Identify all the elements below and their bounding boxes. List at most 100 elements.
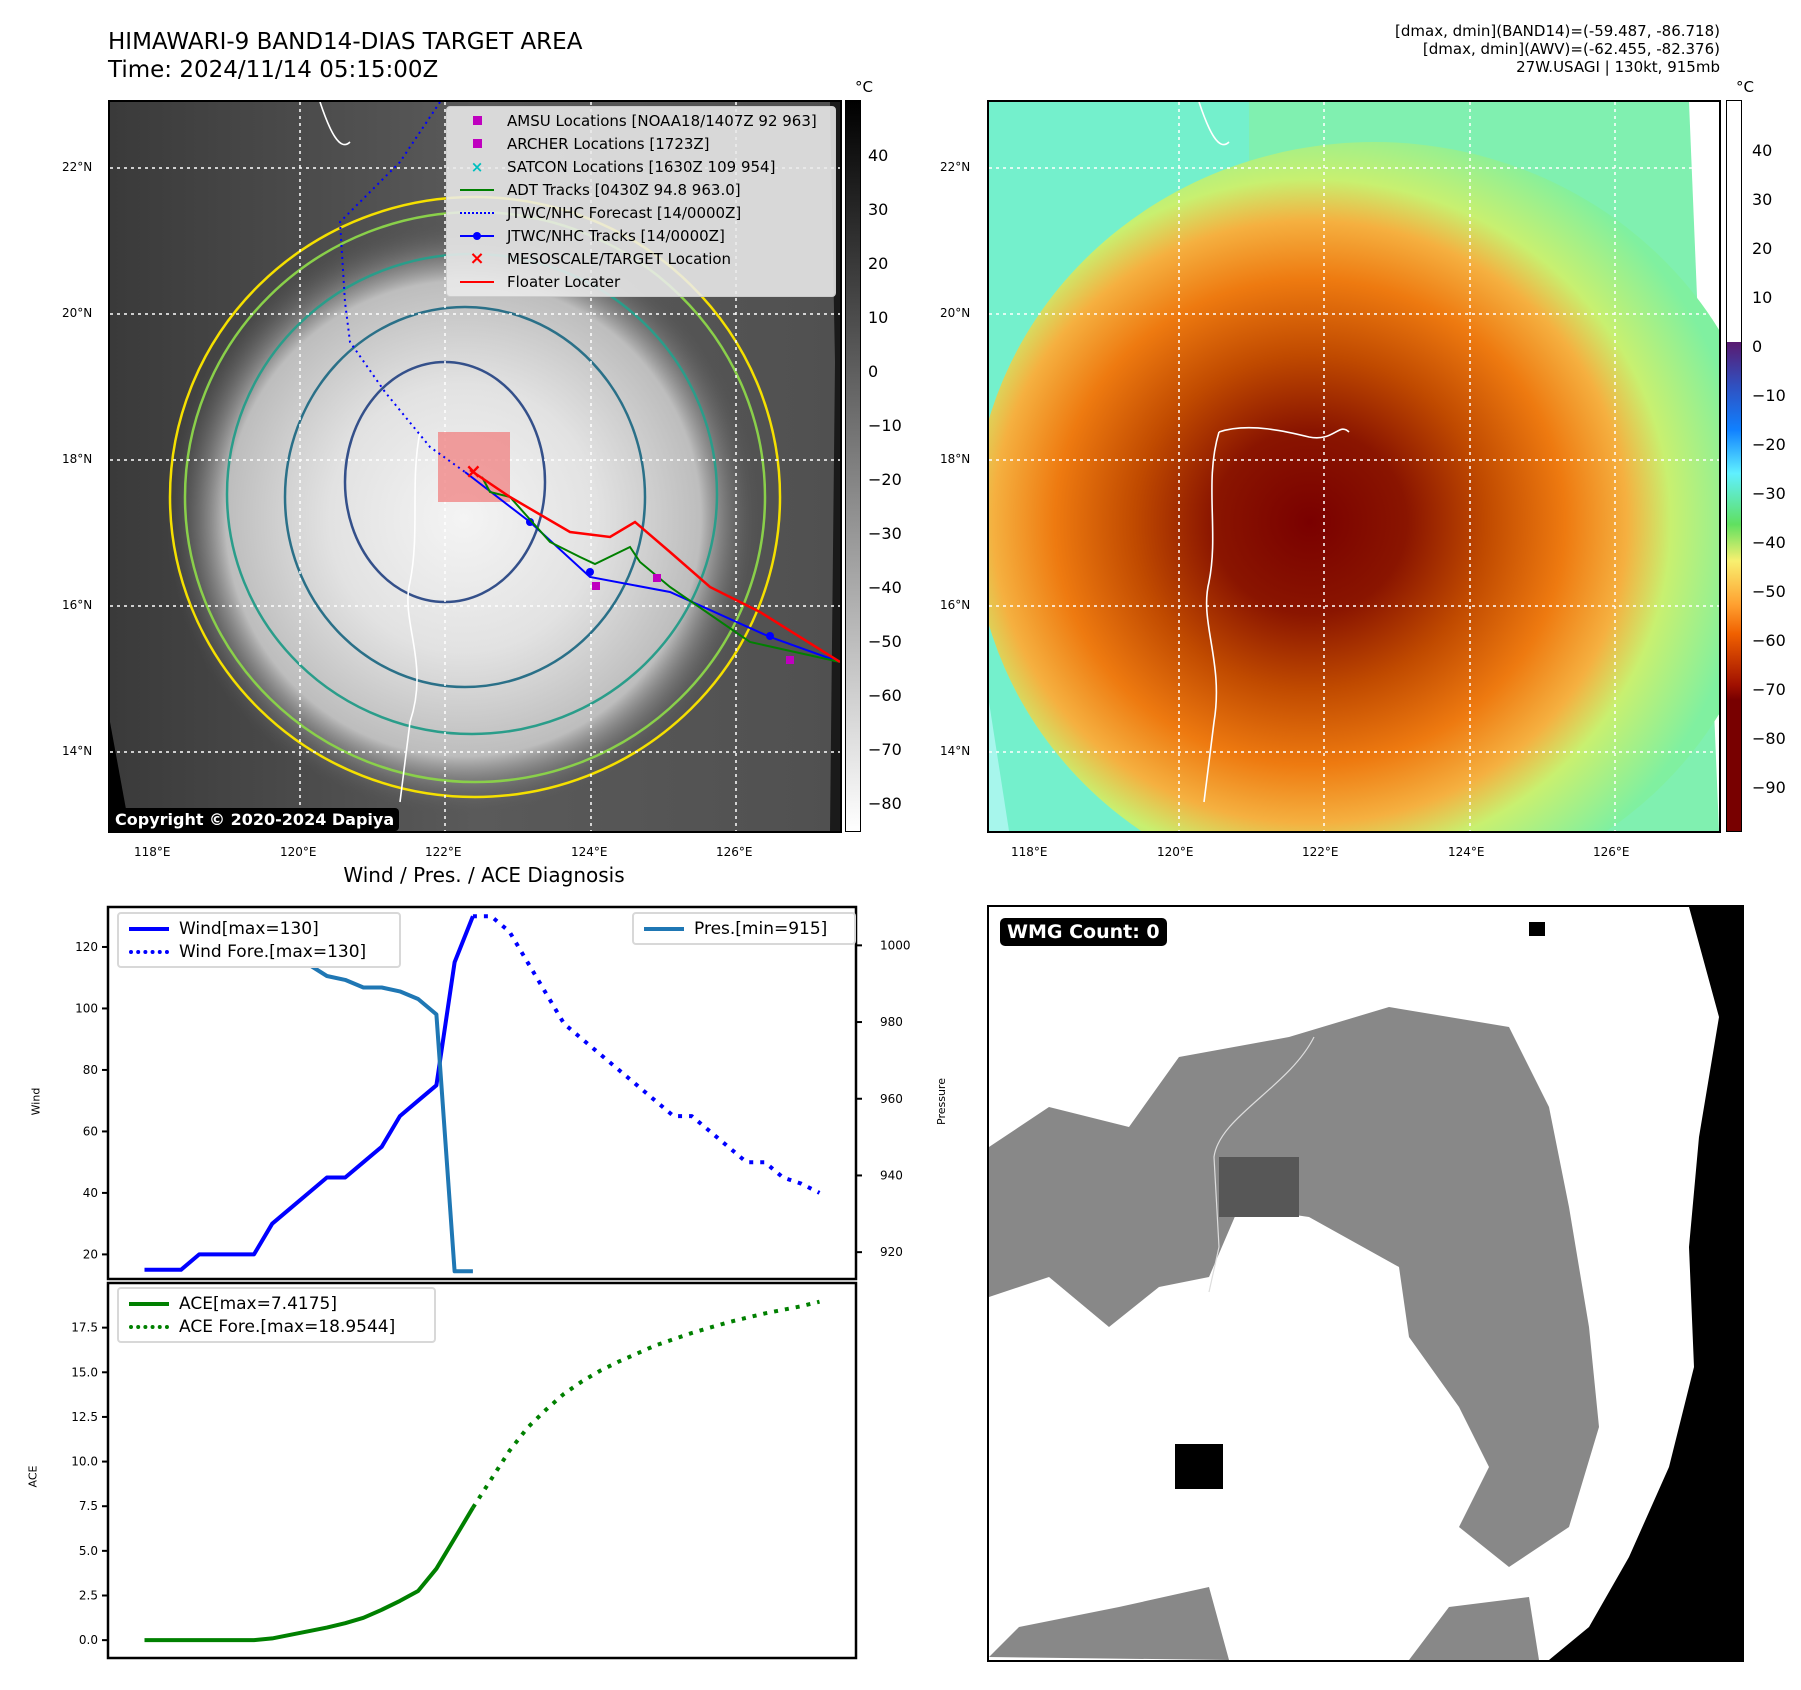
y-tick-label: 2.5 <box>79 1589 98 1603</box>
lat-tick: 22°N <box>62 160 93 174</box>
y-tick-label: 7.5 <box>79 1499 98 1513</box>
wmg-map-image <box>989 907 1742 1660</box>
series-line-ace-fore <box>471 1299 820 1509</box>
ir-colorbar <box>845 100 861 832</box>
coastline-taiwan <box>1198 102 1230 146</box>
y-tick-label: 12.5 <box>71 1410 98 1424</box>
ace-legend: ACE[max=7.4175] ACE Fore.[max=18.9544] <box>117 1287 436 1343</box>
y-right-tick-label: 940 <box>880 1168 903 1182</box>
cb-tick: 20 <box>1752 239 1773 258</box>
line-icon <box>460 280 494 283</box>
color-colorbar <box>1726 100 1742 832</box>
lon-tick: 126°E <box>1593 845 1630 859</box>
adt-track <box>481 476 840 663</box>
legend-label: ARCHER Locations [1723Z] <box>507 134 710 153</box>
y-right-tick-label: 1000 <box>880 938 911 952</box>
archer-marker <box>653 574 661 582</box>
band14-range: [dmax, dmin](BAND14)=(-59.487, -86.718) <box>1395 22 1720 40</box>
awv-range: [dmax, dmin](AWV)=(-62.455, -82.376) <box>1422 40 1720 58</box>
cb-tick: 10 <box>1752 288 1773 307</box>
ir-colorbar-ticks: 40 30 20 10 0 −10 −20 −30 −40 −50 −60 −7… <box>868 100 918 832</box>
wmg-dark-region <box>1219 1157 1299 1217</box>
mesoscale-target-marker: × <box>465 459 482 483</box>
color-colorbar-unit: °C <box>1736 78 1754 96</box>
legend-label: Floater Locater <box>507 272 621 291</box>
cb-tick: 30 <box>1752 190 1773 209</box>
cb-tick: −40 <box>1752 533 1786 552</box>
lon-tick: 120°E <box>1157 845 1194 859</box>
series-line-wind-fore <box>472 914 821 1195</box>
map-gridlines <box>989 102 1719 831</box>
storm-info: [dmax, dmin](BAND14)=(-59.487, -86.718) … <box>1395 22 1720 76</box>
lon-tick: 118°E <box>134 845 171 859</box>
legend-item-wind-forecast: Wind Fore.[max=130] <box>119 940 399 963</box>
y-tick-label: 100 <box>75 1001 98 1015</box>
lat-tick: 16°N <box>940 598 971 612</box>
enhanced-ir-map-image <box>989 102 1719 831</box>
legend-label: Wind Fore.[max=130] <box>179 941 367 962</box>
legend-label: JTWC/NHC Forecast [14/0000Z] <box>507 203 742 222</box>
cb-tick: 30 <box>868 200 889 219</box>
y-right-tick-label: 960 <box>880 1092 903 1106</box>
x-marker-icon: × <box>469 248 485 269</box>
line-icon <box>644 926 684 931</box>
cb-tick: 10 <box>868 308 889 327</box>
cb-tick: −60 <box>868 686 902 705</box>
legend-label: Pres.[min=915] <box>694 918 828 939</box>
lat-tick: 22°N <box>940 160 971 174</box>
x-marker-icon: × <box>470 157 484 176</box>
lon-tick: 126°E <box>716 845 753 859</box>
legend-label: MESOSCALE/TARGET Location <box>507 249 732 268</box>
legend-label: ACE[max=7.4175] <box>179 1293 337 1314</box>
contour-blue-teal <box>283 305 647 689</box>
jtwc-track-point <box>586 568 594 576</box>
title-line-2: Time: 2024/11/14 05:15:00Z <box>108 57 439 83</box>
lat-tick: 18°N <box>940 452 971 466</box>
dotted-line-icon <box>460 211 494 214</box>
cb-tick: −20 <box>1752 435 1786 454</box>
figure-title: HIMAWARI-9 BAND14-DIAS TARGET AREA Time:… <box>108 28 582 84</box>
legend-item-jtwc-tracks: JTWC/NHC Tracks [14/0000Z] <box>447 224 835 247</box>
coastline-taiwan <box>319 102 351 146</box>
line-icon <box>129 926 169 931</box>
line-icon <box>129 1301 169 1306</box>
lat-tick: 14°N <box>940 744 971 758</box>
series-line-ace <box>144 1506 475 1643</box>
legend-label: AMSU Locations [NOAA18/1407Z 92 963] <box>507 111 817 130</box>
series-line-pres <box>144 912 473 1274</box>
square-marker-icon <box>472 116 482 125</box>
lon-tick: 124°E <box>571 845 608 859</box>
y-tick-label: 60 <box>83 1124 98 1138</box>
diagnosis-title: Wind / Pres. / ACE Diagnosis <box>343 863 625 887</box>
wind-axis-label: Wind <box>29 1087 43 1116</box>
lat-tick: 18°N <box>62 452 93 466</box>
legend-item-jtwc-forecast: JTWC/NHC Forecast [14/0000Z] <box>447 201 835 224</box>
legend-label: ADT Tracks [0430Z 94.8 963.0] <box>507 180 741 199</box>
cb-tick: −10 <box>868 416 902 435</box>
wmg-gray-region <box>989 1587 1229 1660</box>
cb-tick: −70 <box>868 740 902 759</box>
wind-legend: Wind[max=130] Wind Fore.[max=130] <box>117 912 401 968</box>
cb-tick: −30 <box>1752 484 1786 503</box>
ir-map-panel: × AMSU Locations [NOAA18/1407Z 92 963] A… <box>108 100 842 833</box>
wmg-black-spot <box>1175 1444 1223 1489</box>
cb-tick: −80 <box>868 794 902 813</box>
cb-tick: −90 <box>1752 778 1786 797</box>
jtwc-forecast-track <box>338 102 466 473</box>
legend-label: ACE Fore.[max=18.9544] <box>179 1316 396 1337</box>
wmg-gray-region <box>989 1007 1599 1567</box>
wmg-black-spot <box>1529 922 1545 936</box>
lon-tick: 122°E <box>425 845 462 859</box>
cb-tick: −40 <box>868 578 902 597</box>
legend-label: SATCON Locations [1630Z 109 954] <box>507 157 776 176</box>
line-icon <box>460 188 494 191</box>
dotted-line-icon <box>129 949 169 954</box>
legend-item-mesoscale: × MESOSCALE/TARGET Location <box>447 247 835 270</box>
lat-tick: 14°N <box>62 744 93 758</box>
y-tick-label: 0.0 <box>79 1633 98 1647</box>
lon-tick: 124°E <box>1448 845 1485 859</box>
copyright-badge: Copyright © 2020-2024 Dapiya <box>110 808 400 831</box>
jtwc-track-point <box>526 518 534 526</box>
ace-axis-label: ACE <box>26 1465 40 1488</box>
y-tick-label: 40 <box>83 1186 98 1200</box>
